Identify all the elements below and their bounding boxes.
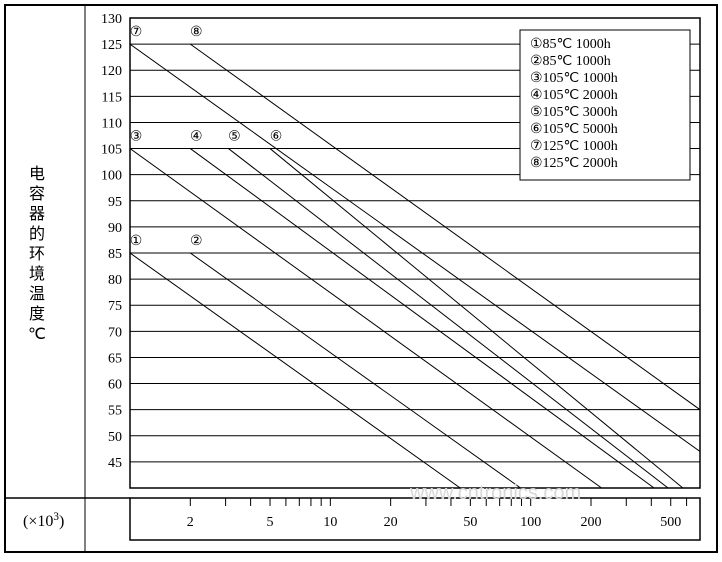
y-axis-label-char: 器 <box>29 205 45 223</box>
series-marker: ④ <box>190 130 203 145</box>
x-tick-label: 5 <box>267 515 274 530</box>
series-line <box>270 149 683 488</box>
legend-item: ⑥105℃ 5000h <box>530 122 618 137</box>
x-tick-label: 50 <box>463 515 477 530</box>
y-tick-label: 115 <box>102 90 122 105</box>
y-tick-label: 70 <box>108 325 122 340</box>
x-tick-label: 10 <box>323 515 337 530</box>
y-axis-label-char: 度 <box>29 305 45 323</box>
y-tick-label: 55 <box>108 404 122 419</box>
legend-item: ⑦125℃ 1000h <box>530 139 618 154</box>
y-tick-label: 110 <box>102 116 122 131</box>
y-tick-label: 75 <box>108 299 122 314</box>
y-axis-label-char: 容 <box>29 185 45 203</box>
y-tick-label: 90 <box>108 221 122 236</box>
legend-item: ③105℃ 1000h <box>530 71 618 86</box>
y-tick-label: 50 <box>108 430 122 445</box>
legend-item: ②85℃ 1000h <box>530 54 611 69</box>
series-marker: ⑤ <box>228 130 241 145</box>
y-axis-label-char: ℃ <box>28 326 46 343</box>
y-tick-label: 65 <box>108 351 122 366</box>
y-axis-label-char: 环 <box>29 246 45 263</box>
series-line <box>190 149 654 488</box>
x-axis-unit-label: (×103) <box>23 511 64 530</box>
legend-item: ⑤105℃ 3000h <box>530 105 618 120</box>
series-line <box>130 253 460 488</box>
y-tick-label: 60 <box>108 378 122 393</box>
y-tick-label: 80 <box>108 273 122 288</box>
y-axis-label-char: 境 <box>29 264 45 283</box>
x-tick-label: 100 <box>520 515 541 530</box>
chart-svg: 4550556065707580859095100105110115120125… <box>0 0 722 557</box>
y-tick-label: 105 <box>101 143 122 158</box>
series-marker: ② <box>190 234 203 249</box>
y-tick-label: 85 <box>108 247 122 262</box>
x-tick-label: 500 <box>660 515 681 530</box>
y-tick-label: 100 <box>101 169 122 184</box>
x-tick-label: 2 <box>187 515 194 530</box>
y-tick-label: 125 <box>101 38 122 53</box>
y-tick-label: 130 <box>101 12 122 27</box>
y-axis-label-char: 温 <box>29 285 45 303</box>
legend-item: ④105℃ 2000h <box>530 88 618 103</box>
chart-container: 4550556065707580859095100105110115120125… <box>0 0 722 557</box>
y-tick-label: 95 <box>108 195 122 210</box>
y-axis-label-char: 的 <box>29 225 45 243</box>
series-line <box>130 149 602 488</box>
series-marker: ⑦ <box>130 25 143 40</box>
series-marker: ① <box>130 234 143 249</box>
legend-item: ⑧125℃ 2000h <box>530 156 618 171</box>
series-marker: ⑧ <box>190 25 203 40</box>
x-axis-band <box>130 498 700 540</box>
x-tick-label: 20 <box>384 515 398 530</box>
y-axis-label-char: 电 <box>29 165 45 183</box>
y-tick-label: 120 <box>101 64 122 79</box>
y-tick-label: 45 <box>108 456 122 471</box>
series-marker: ⑥ <box>270 130 283 145</box>
series-marker: ③ <box>130 130 143 145</box>
x-tick-label: 200 <box>580 515 601 530</box>
legend-item: ①85℃ 1000h <box>530 37 611 52</box>
